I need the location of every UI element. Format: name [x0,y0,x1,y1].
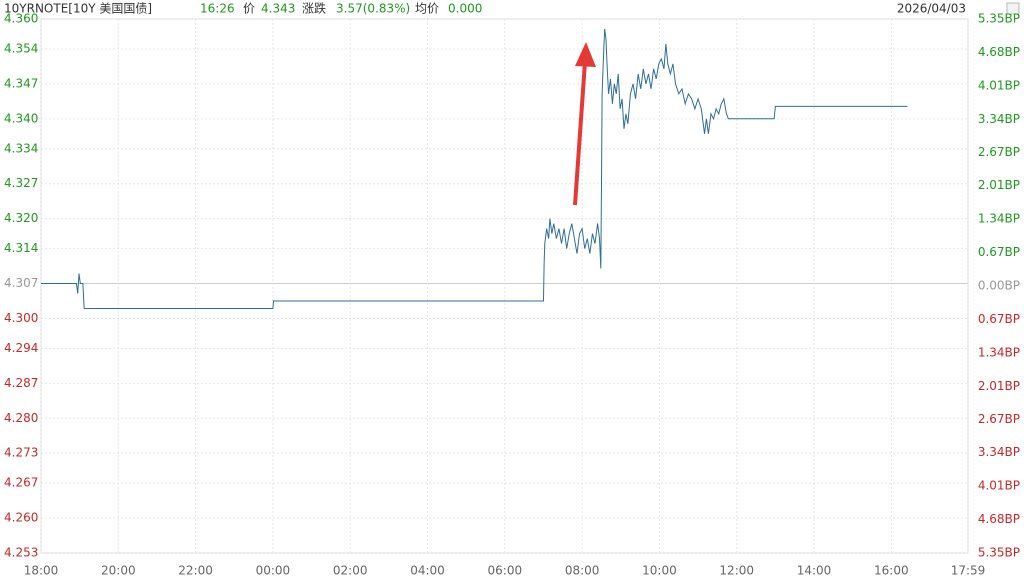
arrow-shaft [573,61,587,206]
y2-tick-label: 4.01BP [978,479,1020,493]
y-tick-label: 4.300 [4,311,38,325]
y-tick-label: 4.273 [4,446,38,460]
y-tick-label: 4.314 [4,241,38,255]
x-tick-label: 12:00 [719,564,754,578]
x-tick-label: 00:00 [256,564,291,578]
y2-tick-label: 2.01BP [978,178,1020,192]
arrow [573,42,596,206]
y-tick-label: 4.320 [4,211,38,225]
y2-tick-label: 2.67BP [978,145,1020,159]
x-tick-label: 22:00 [178,564,213,578]
y-tick-label: 4.340 [4,111,38,125]
y-tick-label: 4.260 [4,511,38,525]
y-tick-label: 4.253 [4,546,38,560]
y2-tick-label: 5.35BP [978,12,1020,26]
y2-tick-label: 3.34BP [978,445,1020,459]
x-tick-label: 20:00 [101,564,136,578]
x-tick-label: 04:00 [410,564,445,578]
y2-tick-label: 1.34BP [978,345,1020,359]
y-tick-label: 4.280 [4,411,38,425]
change-label: 涨跌 [302,1,326,16]
x-tick-label: 02:00 [333,564,368,578]
y2-tick-label: 4.68BP [978,512,1020,526]
y2-tick-label: 2.01BP [978,379,1020,393]
y-tick-label: 4.307 [4,276,38,290]
y2-tick-label: 5.35BP [978,546,1020,560]
y-tick-label: 4.267 [4,476,38,490]
x-tick-label: 10:00 [642,564,677,578]
avg: 0.000 [448,2,482,16]
x-tick-label: 06:00 [488,564,523,578]
x-tick-label: 08:00 [565,564,600,578]
x-tick-label: 18:00 [24,564,59,578]
y2-tick-label: 0.00BP [978,279,1020,293]
price: 4.343 [261,2,295,16]
y2-tick-label: 0.67BP [978,245,1020,259]
y2-tick-label: 0.67BP [978,312,1020,326]
time: 16:26 [200,2,235,16]
avg-label: 均价 [415,2,439,16]
symbol: 10YRNOTE[10Y 美国国债] [4,2,152,16]
y-tick-label: 4.287 [4,376,38,390]
y2-tick-label: 3.34BP [978,112,1020,126]
icon[interactable] [1006,2,1020,15]
y2-tick-label: 4.68BP [978,45,1020,59]
arrow-head [575,42,596,67]
price-label: 价 [243,2,255,16]
y2-tick-label: 1.34BP [978,212,1020,226]
change: 3.57(0.83%) [336,2,410,16]
x-tick-label: 17:59 [951,564,986,578]
y2-tick-label: 4.01BP [978,78,1020,92]
y-tick-label: 4.347 [4,76,38,90]
date: 2026/04/03 [897,2,966,16]
x-tick-label: 14:00 [797,564,832,578]
y-tick-label: 4.294 [4,341,38,355]
y-tick-label: 4.360 [4,12,38,26]
price-line [41,28,908,309]
x-tick-label: 16:00 [874,564,909,578]
y-tick-label: 4.334 [4,141,38,155]
y2-tick-label: 2.67BP [978,412,1020,426]
y-tick-label: 4.327 [4,176,38,190]
y-tick-label: 4.354 [4,41,38,55]
